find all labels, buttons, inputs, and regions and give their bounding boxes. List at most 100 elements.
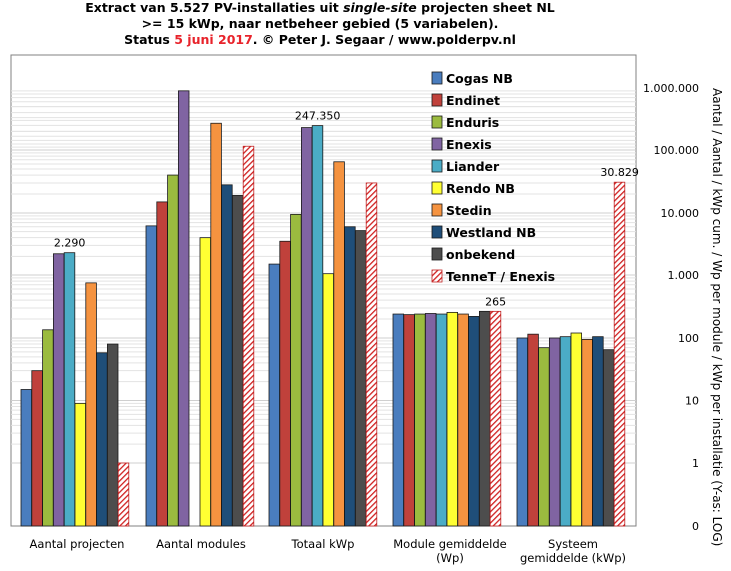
legend-swatch bbox=[431, 159, 443, 173]
bar bbox=[446, 311, 459, 527]
bar bbox=[210, 122, 222, 527]
data-label: 2.290 bbox=[54, 237, 86, 250]
x-tick-label: Aantal modules bbox=[156, 537, 246, 551]
x-tick-label: Totaal kWp bbox=[291, 537, 355, 551]
bar bbox=[31, 370, 43, 527]
legend-label: Enexis bbox=[446, 137, 492, 152]
y-axis-label: Aantal / Aantal / kWp cum. / Wp per modu… bbox=[710, 88, 724, 546]
bar bbox=[392, 313, 405, 527]
legend-label: Endinet bbox=[446, 93, 500, 108]
bar bbox=[570, 332, 583, 527]
bar bbox=[107, 343, 119, 527]
bar bbox=[74, 402, 87, 527]
legend: Cogas NB Endinet Enduris Enexis Liander Rendo… bbox=[431, 71, 555, 284]
legend-swatch bbox=[431, 93, 443, 107]
bar bbox=[581, 338, 593, 527]
legend-label: Enduris bbox=[446, 115, 499, 130]
legend-swatch bbox=[431, 225, 443, 239]
bar bbox=[221, 184, 233, 527]
bars bbox=[20, 90, 626, 527]
bar bbox=[457, 313, 469, 527]
legend-label: Liander bbox=[446, 159, 500, 174]
legend-swatch bbox=[431, 203, 443, 217]
y-tick-label: 0 bbox=[692, 520, 699, 533]
y-axis-ticks: 0 1 10 100 1.000 10.000 100.000 1.000.000 bbox=[643, 82, 699, 533]
bar bbox=[559, 336, 572, 527]
bar bbox=[117, 462, 130, 527]
bar bbox=[468, 316, 480, 527]
bar bbox=[199, 237, 212, 527]
data-label: 265 bbox=[485, 295, 506, 308]
y-tick-label: 10 bbox=[685, 395, 699, 408]
bar bbox=[489, 310, 502, 527]
bar bbox=[354, 230, 367, 527]
bar bbox=[231, 195, 244, 527]
bar bbox=[403, 314, 415, 527]
x-tick-label: Aantal projecten bbox=[30, 537, 125, 551]
legend-swatch bbox=[431, 71, 443, 85]
bar bbox=[167, 174, 179, 527]
bar bbox=[145, 225, 158, 527]
legend-swatch bbox=[431, 247, 443, 261]
bar bbox=[268, 263, 281, 527]
legend-label: Cogas NB bbox=[446, 71, 513, 86]
bar bbox=[42, 329, 54, 527]
title-line-2: >= 15 kWp, naar netbeheer gebied (5 vari… bbox=[141, 16, 499, 31]
bar bbox=[549, 337, 561, 527]
bar bbox=[478, 310, 491, 527]
x-tick-label: Systeem bbox=[548, 537, 598, 551]
y-tick-label: 1.000.000 bbox=[643, 82, 699, 95]
bar bbox=[333, 161, 345, 527]
data-label: 1.040.398 bbox=[167, 0, 223, 3]
legend-label: Rendo NB bbox=[446, 181, 515, 196]
y-tick-label: 100 bbox=[678, 332, 699, 345]
legend-swatch bbox=[431, 137, 443, 151]
bar bbox=[592, 336, 604, 527]
bar bbox=[613, 181, 626, 527]
bar bbox=[156, 201, 168, 527]
x-tick-label: (Wp) bbox=[436, 551, 464, 565]
bar bbox=[20, 389, 33, 527]
title-line-1: Extract van 5.527 PV-installaties uit si… bbox=[85, 0, 555, 15]
bar bbox=[311, 125, 324, 527]
data-labels: 2.290 1.040.398 247.350 265 30.829 bbox=[54, 0, 639, 308]
bar bbox=[63, 252, 76, 527]
bar bbox=[538, 347, 550, 527]
x-axis-labels: Aantal projecten Aantal modules Totaal kWp… bbox=[30, 537, 626, 565]
bar bbox=[435, 313, 448, 527]
y-tick-label: 1.000 bbox=[668, 269, 700, 282]
y-tick-label: 1 bbox=[692, 457, 699, 470]
legend-swatch bbox=[431, 269, 443, 283]
legend-swatch bbox=[431, 181, 443, 195]
title-line-3: Status 5 juni 2017. © Peter J. Segaar / … bbox=[124, 32, 516, 47]
data-label: 247.350 bbox=[295, 110, 341, 123]
legend-swatch bbox=[431, 115, 443, 129]
x-tick-label: Module gemiddelde bbox=[393, 537, 507, 551]
bar bbox=[516, 337, 529, 527]
bar bbox=[85, 282, 97, 527]
bar bbox=[365, 182, 378, 527]
x-tick-label: gemiddelde (kWp) bbox=[520, 551, 626, 565]
legend-label: Westland NB bbox=[446, 225, 536, 240]
bar bbox=[290, 213, 302, 527]
bar bbox=[424, 313, 437, 527]
bar bbox=[527, 333, 539, 527]
bar bbox=[53, 253, 65, 527]
bar bbox=[414, 313, 426, 527]
y-tick-label: 10.000 bbox=[661, 207, 700, 220]
bar bbox=[322, 273, 335, 527]
y-tick-label: 100.000 bbox=[654, 144, 700, 157]
data-label: 30.829 bbox=[600, 166, 639, 179]
legend-label: onbekend bbox=[446, 247, 515, 262]
bar bbox=[300, 127, 313, 527]
bar bbox=[344, 226, 356, 527]
bar bbox=[177, 90, 190, 527]
legend-label: Stedin bbox=[446, 203, 492, 218]
bar bbox=[279, 240, 291, 527]
chart-title: Extract van 5.527 PV-installaties uit si… bbox=[0, 0, 640, 48]
bar bbox=[603, 349, 615, 527]
legend-label: TenneT / Enexis bbox=[446, 269, 555, 284]
bar bbox=[96, 352, 108, 527]
bar bbox=[242, 145, 255, 527]
